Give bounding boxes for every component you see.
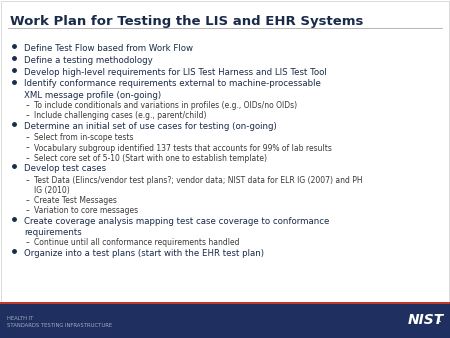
- Text: Continue until all conformance requirements handled: Continue until all conformance requireme…: [34, 238, 239, 247]
- Text: Organize into a test plans (start with the EHR test plan): Organize into a test plans (start with t…: [24, 249, 264, 258]
- Text: –: –: [26, 101, 30, 110]
- Text: Define Test Flow based from Work Flow: Define Test Flow based from Work Flow: [24, 44, 193, 53]
- Text: –: –: [26, 154, 30, 163]
- Text: Define a testing methodology: Define a testing methodology: [24, 56, 153, 65]
- Text: Determine an initial set of use cases for testing (on-going): Determine an initial set of use cases fo…: [24, 122, 277, 130]
- Text: –: –: [26, 238, 30, 247]
- Text: Select core set of 5-10 (Start with one to establish template): Select core set of 5-10 (Start with one …: [34, 154, 267, 163]
- Text: 1: 1: [436, 315, 442, 324]
- Text: Create Test Messages: Create Test Messages: [34, 196, 117, 205]
- Text: Work Plan for Testing the LIS and EHR Systems: Work Plan for Testing the LIS and EHR Sy…: [10, 15, 364, 28]
- Text: –: –: [26, 176, 30, 185]
- Bar: [0, 302, 450, 304]
- Text: Include challenging cases (e.g., parent/child): Include challenging cases (e.g., parent/…: [34, 112, 207, 120]
- Text: Develop test cases: Develop test cases: [24, 164, 106, 173]
- Text: –: –: [26, 207, 30, 215]
- Bar: [0, 304, 450, 338]
- Text: Variation to core messages: Variation to core messages: [34, 207, 138, 215]
- Text: Select from in-scope tests: Select from in-scope tests: [34, 134, 134, 142]
- Text: –: –: [26, 134, 30, 142]
- Text: Test Data (Elincs/vendor test plans?; vendor data; NIST data for ELR IG (2007) a: Test Data (Elincs/vendor test plans?; ve…: [34, 176, 363, 185]
- Bar: [1, 1, 449, 302]
- Text: –: –: [26, 196, 30, 205]
- Text: NIST: NIST: [408, 313, 444, 327]
- Text: –: –: [26, 144, 30, 152]
- Text: Vocabulary subgroup identified 137 tests that accounts for 99% of lab results: Vocabulary subgroup identified 137 tests…: [34, 144, 332, 152]
- Text: IG (2010): IG (2010): [34, 186, 70, 195]
- Text: requirements: requirements: [24, 228, 82, 237]
- Text: Identify conformance requirements external to machine-processable: Identify conformance requirements extern…: [24, 79, 321, 89]
- Text: XML message profile (on-going): XML message profile (on-going): [24, 91, 161, 100]
- Text: Develop high-level requirements for LIS Test Harness and LIS Test Tool: Develop high-level requirements for LIS …: [24, 68, 327, 77]
- Text: Create coverage analysis mapping test case coverage to conformance: Create coverage analysis mapping test ca…: [24, 217, 329, 225]
- Text: To include conditionals and variations in profiles (e.g., OIDs/no OIDs): To include conditionals and variations i…: [34, 101, 297, 110]
- Text: –: –: [26, 112, 30, 120]
- Text: HEALTH IT
STANDARDS TESTING INFRASTRUCTURE: HEALTH IT STANDARDS TESTING INFRASTRUCTU…: [7, 316, 112, 328]
